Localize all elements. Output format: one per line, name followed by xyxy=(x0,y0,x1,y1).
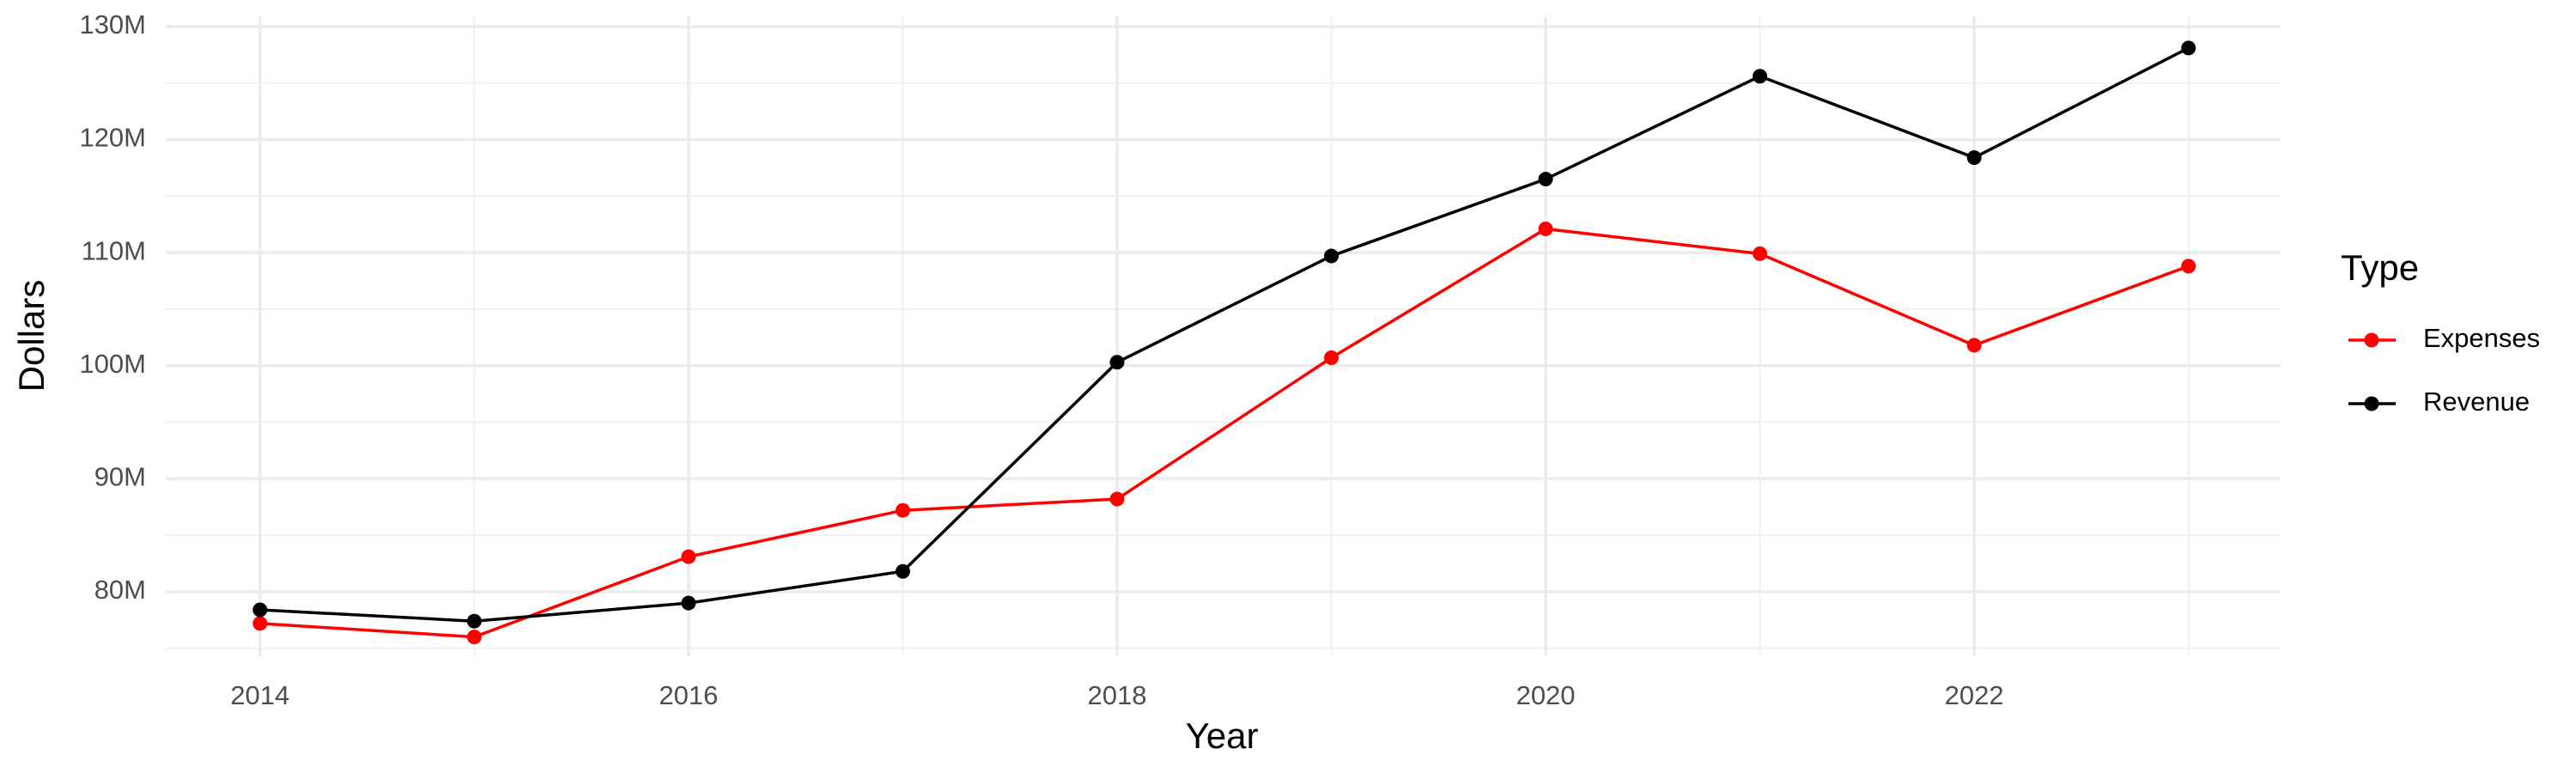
legend-title: Type xyxy=(2341,247,2419,288)
point xyxy=(466,630,482,645)
point xyxy=(1538,172,1553,187)
y-tick-label: 110M xyxy=(82,235,146,265)
x-axis-title: Year xyxy=(1186,715,1259,756)
point xyxy=(1538,221,1553,236)
point xyxy=(681,549,696,564)
point xyxy=(252,616,268,631)
point xyxy=(2181,259,2196,274)
y-tick-label: 90M xyxy=(94,462,146,492)
point xyxy=(1109,355,1125,370)
x-tick-label: 2020 xyxy=(1516,680,1576,710)
marks xyxy=(252,40,2196,645)
point xyxy=(1109,491,1125,507)
point xyxy=(1966,150,1982,166)
y-tick-label: 80M xyxy=(94,575,146,605)
point xyxy=(252,602,268,618)
point xyxy=(2181,40,2196,56)
point xyxy=(1324,248,1340,264)
point xyxy=(1753,246,1768,261)
point xyxy=(681,595,696,611)
legend-point xyxy=(2364,396,2379,411)
y-tick-label: 120M xyxy=(79,123,146,153)
x-tick-label: 2022 xyxy=(1945,680,2004,710)
series-line xyxy=(259,227,2190,639)
y-tick-label: 100M xyxy=(79,349,146,379)
x-tick-label: 2016 xyxy=(659,680,718,710)
x-tick-label: 2018 xyxy=(1087,680,1146,710)
point xyxy=(895,502,910,518)
point xyxy=(1324,350,1340,366)
legend-label: Expenses xyxy=(2423,323,2540,353)
legend-point xyxy=(2364,332,2379,348)
legend-label: Revenue xyxy=(2423,386,2530,417)
y-tick-label: 130M xyxy=(79,9,146,40)
point xyxy=(1753,69,1768,84)
x-tick-label: 2014 xyxy=(230,680,289,710)
grid xyxy=(166,16,2281,656)
point xyxy=(1966,338,1982,353)
y-axis-title: Dollars xyxy=(11,280,52,393)
point xyxy=(895,563,910,579)
series-line xyxy=(259,46,2190,623)
point xyxy=(466,613,482,629)
